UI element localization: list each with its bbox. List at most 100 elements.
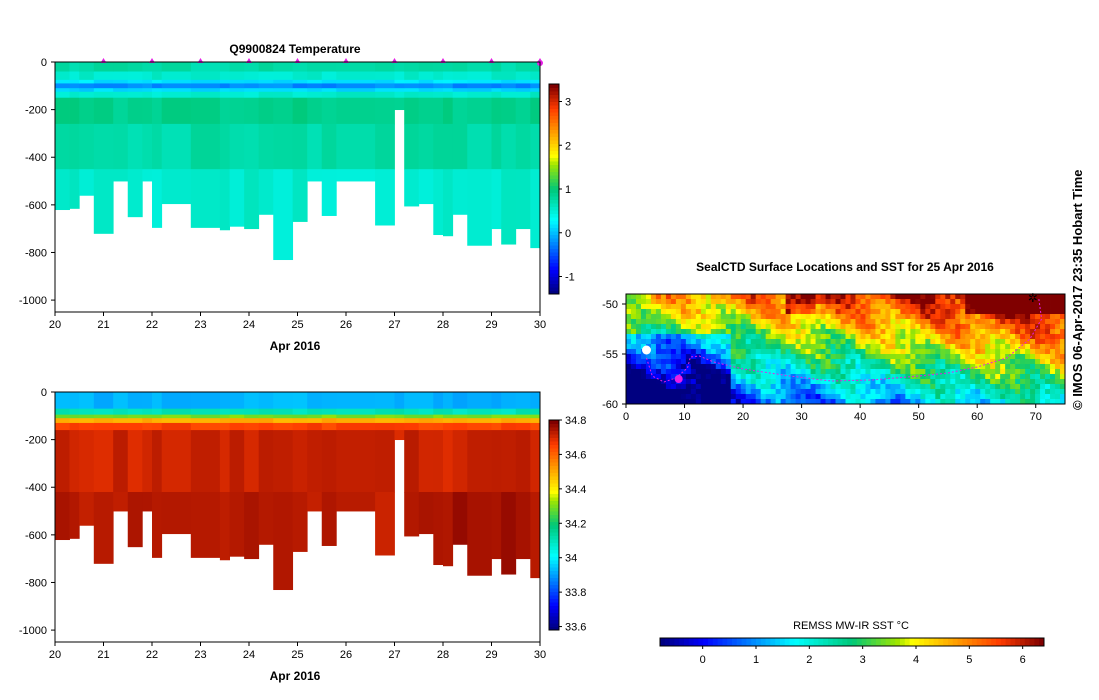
sst-cell <box>875 304 881 310</box>
profile-cell <box>229 83 245 89</box>
sst-cell <box>905 389 911 395</box>
sst-cell <box>840 309 846 315</box>
sst-cell <box>640 304 647 310</box>
profile-cell <box>321 430 337 493</box>
sst-cell <box>1045 369 1051 375</box>
profile-cell <box>443 418 454 424</box>
sst-cell <box>970 334 976 340</box>
profile-cell <box>530 123 541 170</box>
sst-cell <box>720 329 727 335</box>
sst-cell <box>735 349 742 355</box>
sst-cell <box>995 374 1001 380</box>
sst-cell <box>1055 359 1061 365</box>
sst-cell <box>910 399 916 405</box>
sst-cell <box>1045 319 1051 325</box>
sst-cell <box>930 334 936 340</box>
profile-cell <box>273 414 294 419</box>
profile-cell <box>190 169 221 228</box>
sst-cell <box>745 329 752 335</box>
profile-cell <box>491 62 502 72</box>
sst-cell <box>810 304 816 310</box>
colorbar-swatch <box>674 638 680 646</box>
sst-cell <box>1060 294 1066 300</box>
sst-cell <box>795 309 802 315</box>
sst-cell <box>715 324 722 330</box>
sst-cell <box>1045 339 1051 345</box>
profile-cell <box>161 392 192 410</box>
sst-cell <box>780 344 787 350</box>
sst-cell <box>730 354 737 360</box>
profile-cell <box>307 88 323 93</box>
sst-cell <box>760 354 767 360</box>
sst-cell <box>1015 389 1021 395</box>
sst-cell <box>690 379 697 385</box>
sst-cell <box>805 329 811 335</box>
sst-cell <box>825 399 831 405</box>
sst-cell <box>1015 374 1021 380</box>
sst-cell <box>765 334 772 340</box>
sst-cell <box>940 369 946 375</box>
profile-cell <box>229 430 245 493</box>
sst-cell <box>840 299 846 305</box>
sst-cell <box>655 309 662 315</box>
profile-cell <box>418 408 434 416</box>
sst-cell <box>660 294 667 300</box>
sst-cell <box>810 364 816 370</box>
sst-cell <box>930 379 936 385</box>
sst-cell <box>745 344 752 350</box>
sst-cell <box>685 319 692 325</box>
sst-cell <box>760 339 767 345</box>
sst-cell <box>820 349 826 355</box>
sst-cell <box>940 399 946 405</box>
profile-cell <box>375 83 395 89</box>
sst-cell <box>885 384 891 390</box>
sst-cell <box>1045 379 1051 385</box>
sst-cell <box>730 379 737 385</box>
sst-cell <box>665 319 672 325</box>
sst-cell <box>635 364 642 370</box>
sst-cell <box>920 364 926 370</box>
sst-cell <box>900 314 906 320</box>
sst-cell <box>670 389 677 395</box>
colorbar-swatch <box>736 638 743 646</box>
sst-cell <box>750 394 757 400</box>
sst-cell <box>970 359 976 365</box>
sst-cell <box>885 354 891 360</box>
profile-cell <box>152 97 163 125</box>
sst-cell <box>940 294 946 300</box>
colorbar-swatch <box>549 182 559 186</box>
colorbar-swatch <box>549 465 559 470</box>
sst-cell <box>690 299 697 305</box>
profile-cell <box>394 430 405 441</box>
colorbar-swatch <box>832 638 839 646</box>
sst-cell <box>885 304 891 310</box>
profile-cell <box>69 422 80 431</box>
sst-cell <box>965 304 971 310</box>
sst-cell <box>835 319 841 325</box>
sst-cell <box>830 304 836 310</box>
profile-cell <box>307 123 323 170</box>
profile-cell <box>501 169 517 245</box>
profile-cell <box>321 62 337 72</box>
sst-cell <box>865 379 871 385</box>
sst-cell <box>975 329 981 335</box>
sst-cell <box>895 314 901 320</box>
sst-cell <box>730 374 737 380</box>
sst-cell <box>770 399 777 405</box>
sst-cell <box>890 389 896 395</box>
profile-cell <box>113 88 129 93</box>
profile-cell <box>127 408 143 416</box>
sst-cell <box>725 379 732 385</box>
profile-cell <box>69 79 80 84</box>
sst-cell <box>1010 304 1016 310</box>
sst-cell <box>935 294 941 300</box>
sst-cell <box>645 389 652 395</box>
sst-cell <box>1035 399 1041 405</box>
sst-cell <box>870 324 876 330</box>
sst-cell <box>935 389 941 395</box>
colorbar-swatch <box>727 638 733 646</box>
sst-cell <box>840 329 846 335</box>
sst-cell <box>780 339 787 345</box>
sst-cell <box>960 339 966 345</box>
